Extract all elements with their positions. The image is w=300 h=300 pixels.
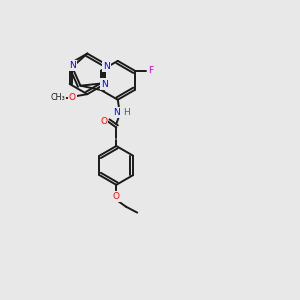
Text: N: N [101,80,108,88]
Text: O: O [100,117,107,126]
Text: O: O [69,93,76,102]
Text: CH₃: CH₃ [50,93,65,102]
Text: N: N [69,61,76,70]
Text: F: F [148,66,153,75]
Text: O: O [113,192,120,201]
Text: H: H [123,108,130,117]
Text: N: N [113,108,120,117]
Text: N: N [103,61,110,70]
